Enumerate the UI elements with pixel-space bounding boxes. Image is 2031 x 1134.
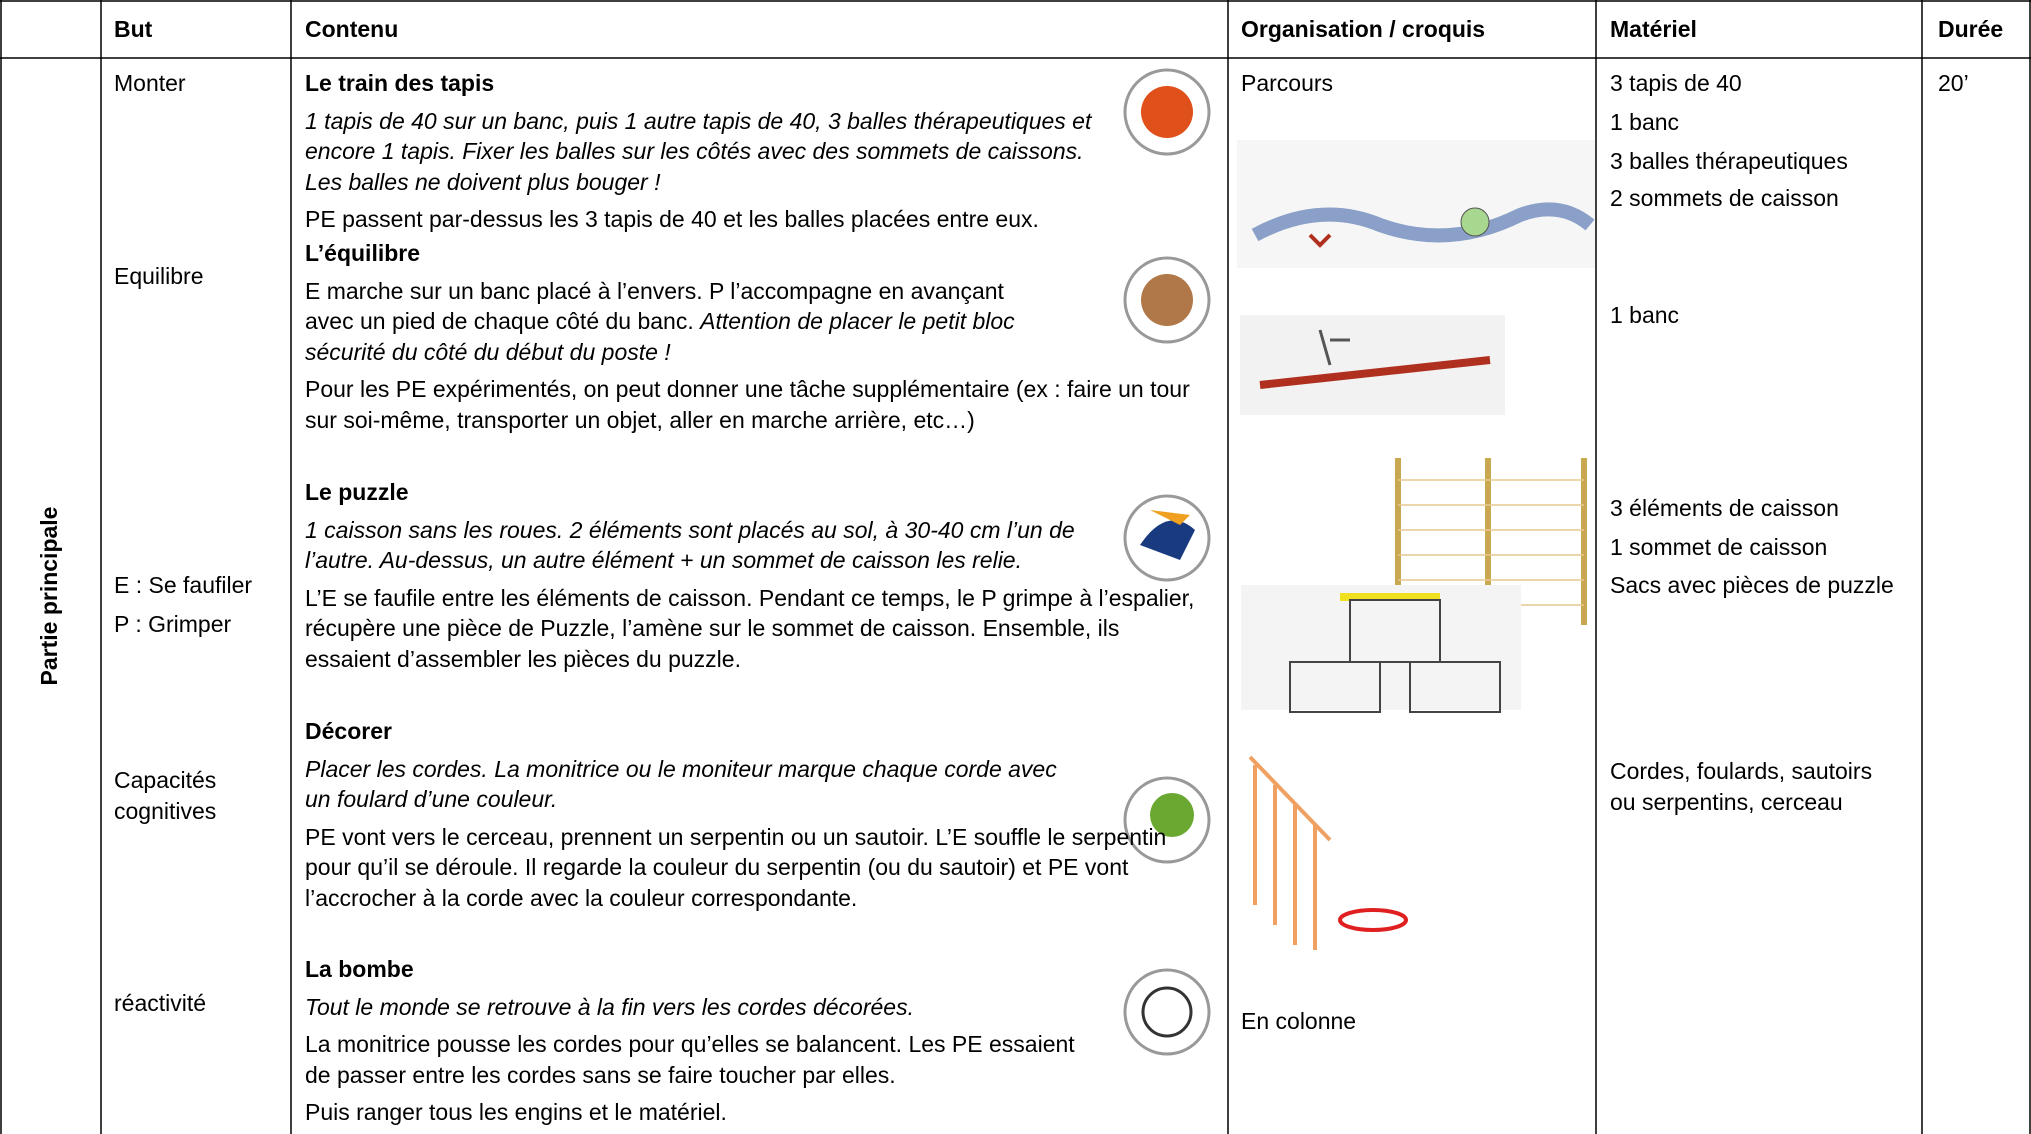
activity: Le puzzle 1 caisson sans les roues. 2 élé… [305,477,1205,674]
activity: Décorer Placer les cordes. La monitrice o… [305,716,1205,913]
italic-text: Tout le monde se retrouve à la fin vers … [305,993,914,1020]
material: 3 éléments de caisson [1610,495,1839,521]
goal: Monter [114,70,186,96]
paragraph: E marche sur un banc placé à l’envers. P… [305,276,1040,368]
text: E marche sur un banc placé à l’envers. P… [305,277,1004,335]
goal: P : Grimper [114,611,232,637]
text: L’E se faufile entre les éléments de cai… [305,584,1195,672]
material: 1 banc [1610,109,1680,135]
activity-title: La bombe [305,956,414,982]
activity: L’équilibre E marche sur un banc placé à … [305,238,1205,435]
text: Puis ranger tous les engins et le matéri… [305,1099,727,1125]
goal: réactivité [114,990,207,1016]
header-cell: Contenu [305,16,399,42]
section-label: Partie principale [35,506,62,686]
material: 2 sommets de caisson [1610,185,1839,211]
italic-text: 1 tapis de 40 sur un banc, puis 1 autre … [305,107,1092,195]
activity-title: Le puzzle [305,479,409,505]
material: 1 sommet de caisson [1610,534,1828,560]
header-cell: But [114,16,153,42]
header-cell: Organisation / croquis [1241,16,1486,42]
paragraph: 1 tapis de 40 sur un banc, puis 1 autre … [305,106,1125,198]
paragraph: Placer les cordes. La monitrice ou le mo… [305,754,1075,815]
material: 3 tapis de 40 [1610,70,1742,96]
text: PE vont vers le cerceau, prennent un ser… [305,823,1167,911]
italic-text: 1 caisson sans les roues. 2 éléments son… [305,516,1075,574]
header-cell: Durée [1938,16,2004,42]
organisation: Parcours [1241,70,1334,96]
material: Cordes, foulards, sautoirs ou serpentins… [1610,758,1873,815]
text: PE passent par-dessus les 3 tapis de 40 … [305,206,1039,232]
paragraph: La monitrice pousse les cordes pour qu’e… [305,1029,1105,1090]
goal: Equilibre [114,263,204,289]
italic-text: Placer les cordes. La monitrice ou le mo… [305,755,1057,813]
text: Pour les PE expérimentés, on peut donner… [305,376,1190,433]
duration: 20’ [1938,70,1969,96]
paragraph: PE vont vers le cerceau, prennent un ser… [305,822,1205,914]
paragraph: L’E se faufile entre les éléments de cai… [305,583,1205,675]
material: Sacs avec pièces de puzzle [1610,572,1894,598]
goal: E : Se faufiler [114,572,253,598]
material: 3 balles thérapeutiques [1610,148,1848,174]
paragraph: Tout le monde se retrouve à la fin vers … [305,992,1205,1023]
activity-title: Le train des tapis [305,70,495,96]
italic-text: Attention de placer le petit bloc sécuri… [305,308,1015,365]
activity-title: Décorer [305,718,392,744]
paragraph: PE passent par-dessus les 3 tapis de 40 … [305,204,1205,235]
activity: Le train des tapis 1 tapis de 40 sur un b… [305,68,1205,235]
activity: La bombe Tout le monde se retrouve à la f… [305,954,1205,1128]
text: La monitrice pousse les cordes pour qu’e… [305,1031,1075,1088]
material: 1 banc [1610,302,1680,328]
paragraph: Pour les PE expérimentés, on peut donner… [305,374,1205,435]
activity-title: L’équilibre [305,240,421,266]
organisation: En colonne [1241,1008,1357,1034]
goal: Capacités cognitives [114,767,217,824]
header-cell: Matériel [1610,16,1697,42]
paragraph: 1 caisson sans les roues. 2 éléments son… [305,515,1085,576]
paragraph: Puis ranger tous les engins et le matéri… [305,1097,1205,1128]
